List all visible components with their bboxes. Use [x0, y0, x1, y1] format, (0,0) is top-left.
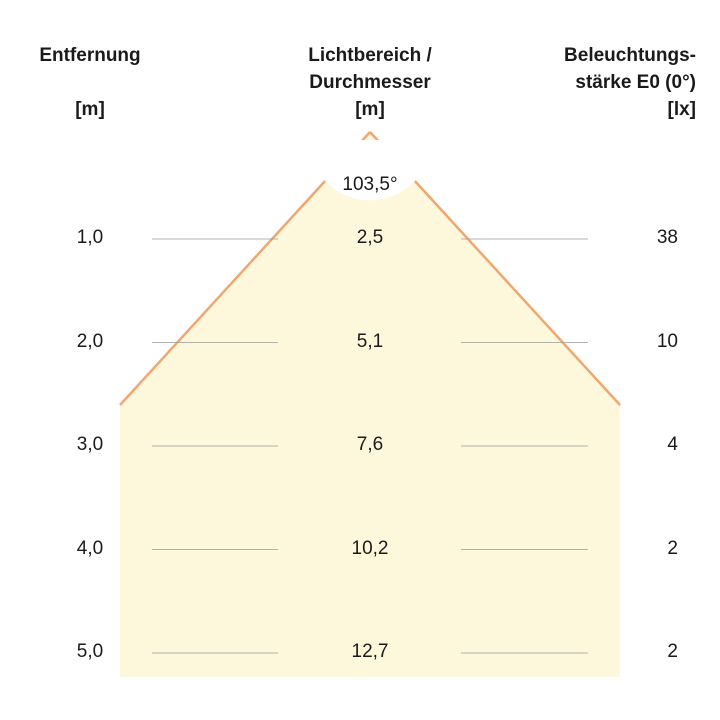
row-illuminance: 38	[656, 227, 678, 248]
illuminance-header-title-2: stärke E0 (0°)	[575, 72, 696, 93]
diameter-header-title-1: Lichtbereich /	[308, 45, 432, 66]
illuminance-unit: [lx]	[667, 99, 697, 120]
diameter-header: Lichtbereich / Durchmesser [m]	[290, 42, 450, 123]
row-diameter: 5,1	[356, 330, 384, 352]
row-illuminance: 10	[656, 330, 678, 352]
row-distance: 1,0	[76, 227, 104, 248]
distance-header-title: Entfernung	[39, 45, 141, 66]
row-diameter: 7,6	[356, 434, 384, 455]
beam-angle-label: 103,5°	[342, 174, 398, 195]
angle-label-background	[318, 140, 422, 201]
row-illuminance: 4	[667, 434, 678, 455]
row-diameter: 12,7	[351, 641, 389, 662]
diameter-unit: [m]	[355, 99, 385, 120]
row-illuminance: 2	[667, 537, 678, 559]
row-distance: 2,0	[76, 330, 104, 352]
distance-unit: [m]	[75, 99, 105, 120]
light-cone-area	[120, 132, 620, 677]
illuminance-header: Beleuchtungs- stärke E0 (0°) [lx]	[536, 42, 696, 123]
row-diameter: 10,2	[351, 537, 389, 559]
row-illuminance: 2	[667, 641, 678, 662]
row-distance: 5,0	[76, 641, 104, 662]
row-distance: 4,0	[76, 537, 104, 559]
row-distance: 3,0	[76, 434, 104, 455]
row-diameter: 2,5	[356, 227, 384, 248]
diameter-header-title-2: Durchmesser	[309, 72, 431, 93]
illuminance-header-title-1: Beleuchtungs-	[564, 45, 696, 66]
distance-header: Entfernung [m]	[34, 42, 146, 123]
